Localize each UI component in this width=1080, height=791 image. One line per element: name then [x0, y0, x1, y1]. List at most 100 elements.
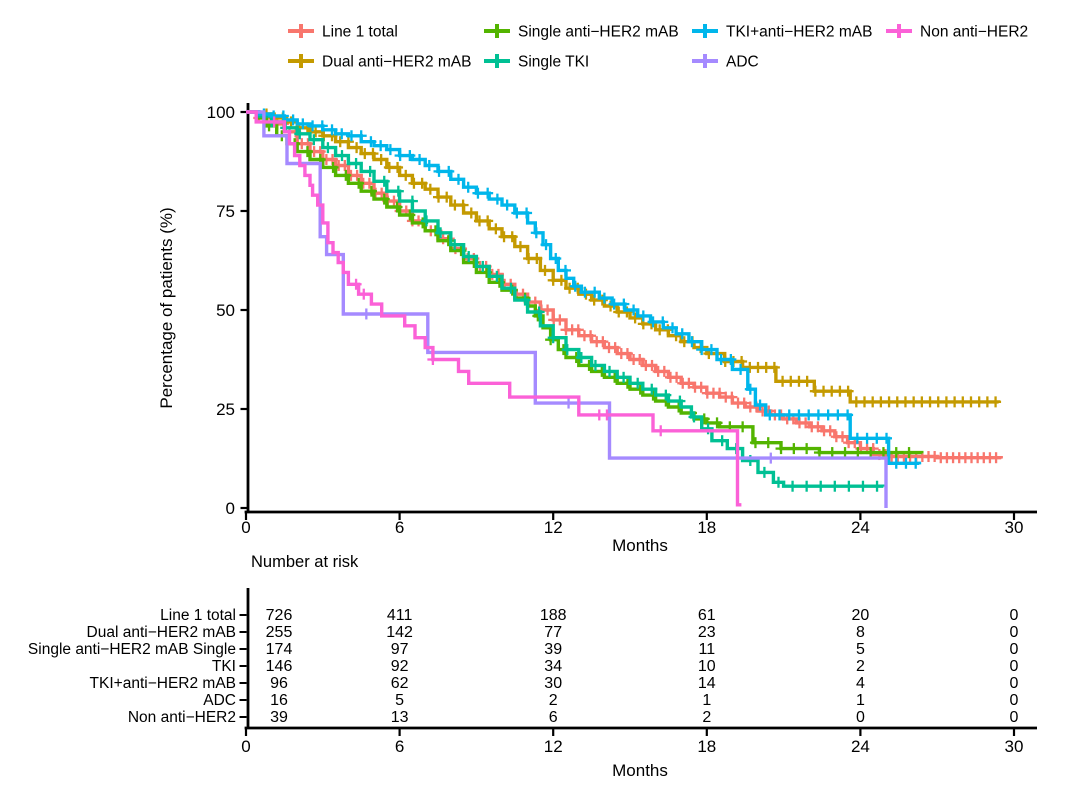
legend-item: Non anti−HER2 [886, 24, 1028, 41]
risk-x-axis-title: Months [612, 761, 668, 780]
risk-count: 255 [266, 624, 293, 641]
x-tick-label: 12 [544, 518, 563, 537]
km-curve-adc [246, 110, 888, 508]
risk-table-title: Number at risk [251, 553, 359, 571]
risk-row-label: TKI+anti−HER2 mAB [90, 675, 236, 692]
risk-table-row: Non anti−HER2 39 13 6 2 0 0 [128, 709, 1019, 726]
risk-count: 30 [544, 675, 562, 692]
x-tick-label: 18 [697, 518, 716, 537]
risk-count: 6 [549, 709, 558, 726]
risk-count: 188 [540, 607, 567, 624]
censor-marks-tki-anti-her2-mab [258, 108, 922, 469]
legend-label: Dual anti−HER2 mAB [322, 54, 471, 71]
legend-item: Line 1 total [288, 24, 398, 41]
risk-x-tick-label: 18 [697, 737, 716, 756]
risk-count: 4 [856, 675, 865, 692]
risk-count: 23 [698, 624, 716, 641]
censor-marks-non-anti-her2 [268, 116, 667, 437]
risk-table-row: Single anti−HER2 mAB Single 174 97 39 11 5 0 [28, 641, 1019, 658]
legend-item: Single TKI [484, 54, 589, 71]
risk-table-row: Line 1 total 726 411 188 61 20 0 [160, 607, 1018, 624]
x-tick-label: 30 [1005, 518, 1024, 537]
risk-count: 92 [391, 658, 409, 675]
risk-table-row: TKI+anti−HER2 mAB 96 62 30 14 4 0 [90, 675, 1019, 692]
risk-count: 2 [856, 658, 865, 675]
risk-count: 0 [1010, 641, 1019, 658]
risk-x-tick-label: 24 [851, 737, 870, 756]
risk-count: 0 [1010, 675, 1019, 692]
legend-label: Non anti−HER2 [920, 24, 1028, 41]
risk-count: 62 [391, 675, 409, 692]
y-tick-label: 50 [216, 301, 235, 320]
y-tick-label: 25 [216, 400, 235, 419]
legend: Line 1 total Single anti−HER2 mAB TKI+anti… [288, 24, 1028, 71]
censor-marks-adc [360, 308, 777, 464]
risk-count: 5 [395, 692, 404, 709]
legend-label: Single anti−HER2 mAB [518, 24, 679, 41]
legend-label: ADC [726, 54, 759, 71]
risk-count: 0 [1010, 624, 1019, 641]
risk-count: 0 [1010, 607, 1019, 624]
risk-x-tick-label: 6 [395, 737, 404, 756]
risk-row-label: Single anti−HER2 mAB Single [28, 641, 236, 658]
censor-marks-single-tki [266, 116, 883, 492]
risk-count: 20 [852, 607, 870, 624]
risk-count: 0 [1010, 658, 1019, 675]
risk-count: 0 [1010, 709, 1019, 726]
risk-count: 11 [698, 641, 715, 658]
km-curve-non-anti-her2 [246, 110, 742, 507]
y-tick-label: 100 [207, 103, 235, 122]
risk-row-label: Dual anti−HER2 mAB [87, 624, 236, 641]
legend-item: ADC [692, 54, 759, 71]
risk-count: 13 [391, 709, 409, 726]
risk-count: 2 [702, 709, 711, 726]
risk-x-tick-label: 12 [544, 737, 563, 756]
axes: 0 25 50 75 100 0 6 12 18 24 30 Months Percentage of … [157, 103, 1037, 555]
risk-count: 61 [698, 607, 716, 624]
risk-table-row: ADC 16 5 2 1 1 0 [203, 692, 1018, 709]
risk-count: 411 [387, 607, 413, 624]
risk-count: 1 [702, 692, 711, 709]
legend-item: TKI+anti−HER2 mAB [692, 24, 872, 41]
x-tick-label: 24 [851, 518, 870, 537]
risk-count: 0 [1010, 692, 1019, 709]
risk-count: 146 [266, 658, 293, 675]
legend-label: TKI+anti−HER2 mAB [726, 24, 872, 41]
x-tick-label: 6 [395, 518, 404, 537]
risk-row-label: ADC [203, 692, 236, 709]
risk-count: 39 [270, 709, 288, 726]
risk-x-tick-label: 0 [241, 737, 250, 756]
risk-row-label: TKI [212, 658, 236, 675]
risk-count: 97 [391, 641, 409, 658]
risk-row-label: Non anti−HER2 [128, 709, 236, 726]
x-tick-label: 0 [241, 518, 250, 537]
risk-count: 174 [266, 641, 293, 658]
risk-count: 39 [544, 641, 562, 658]
legend-label: Single TKI [518, 54, 589, 71]
risk-table-row: Dual anti−HER2 mAB 255 142 77 23 8 0 [87, 624, 1019, 641]
risk-count: 2 [549, 692, 558, 709]
risk-count: 726 [266, 607, 293, 624]
y-axis-title: Percentage of patients (%) [157, 207, 176, 408]
risk-count: 1 [856, 692, 865, 709]
risk-count: 34 [544, 658, 562, 675]
risk-x-tick-label: 30 [1005, 737, 1024, 756]
risk-count: 77 [544, 624, 562, 641]
x-axis-title: Months [612, 536, 668, 555]
risk-count: 16 [270, 692, 288, 709]
legend-item: Dual anti−HER2 mAB [288, 54, 471, 71]
legend-item: Single anti−HER2 mAB [484, 24, 679, 41]
y-tick-label: 0 [226, 499, 235, 518]
risk-count: 5 [856, 641, 865, 658]
risk-count: 8 [856, 624, 865, 641]
km-curves [246, 108, 1003, 508]
risk-count: 0 [856, 709, 865, 726]
risk-count: 142 [386, 624, 413, 641]
risk-count: 10 [698, 658, 716, 675]
risk-row-label: Line 1 total [160, 607, 236, 624]
legend-label: Line 1 total [322, 24, 398, 41]
risk-table-row: TKI 146 92 34 10 2 0 [212, 658, 1019, 675]
